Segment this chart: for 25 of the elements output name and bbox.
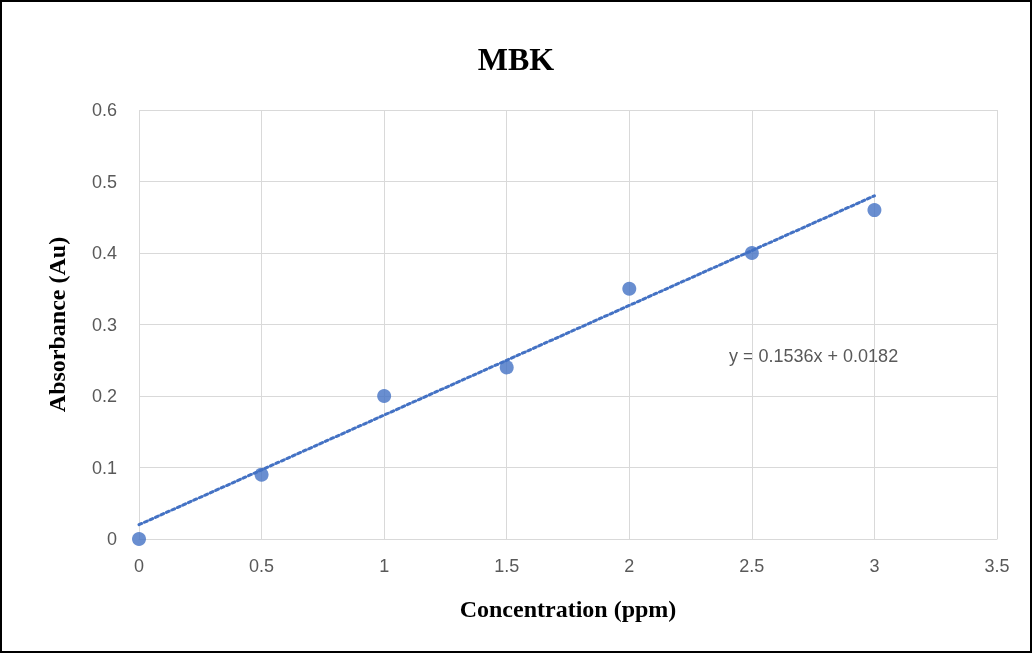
y-tick-label: 0.1 bbox=[91, 457, 117, 478]
y-tick-label: 0.4 bbox=[91, 243, 117, 263]
point bbox=[377, 389, 392, 403]
point bbox=[622, 281, 637, 296]
x-tick-label: 3.5 bbox=[984, 556, 1010, 576]
x-tick-label: 2 bbox=[624, 556, 635, 576]
x-axis-title: Concentration (ppm) bbox=[459, 596, 677, 622]
y-tick-label: 0.5 bbox=[91, 171, 117, 192]
y-tick-label: 0 bbox=[106, 529, 117, 549]
x-tick-label: 1 bbox=[379, 556, 390, 576]
y-tick-label: 0.3 bbox=[91, 314, 117, 335]
point bbox=[499, 360, 514, 375]
x-tick-label: 2.5 bbox=[739, 556, 765, 576]
y-tick-label: 0.6 bbox=[91, 100, 117, 120]
point bbox=[254, 467, 269, 482]
x-tick-label: 0.5 bbox=[249, 556, 275, 576]
point bbox=[744, 246, 759, 260]
y-axis-title: Absorbance (Au) bbox=[44, 236, 70, 413]
x-tick-label: 3 bbox=[869, 556, 880, 576]
y-tick-label: 0.2 bbox=[91, 386, 117, 406]
point bbox=[132, 532, 146, 546]
x-tick-label: 0 bbox=[133, 556, 145, 576]
point bbox=[867, 203, 882, 218]
x-tick-label: 1.5 bbox=[494, 556, 520, 576]
chart-title: MBK bbox=[477, 41, 555, 77]
